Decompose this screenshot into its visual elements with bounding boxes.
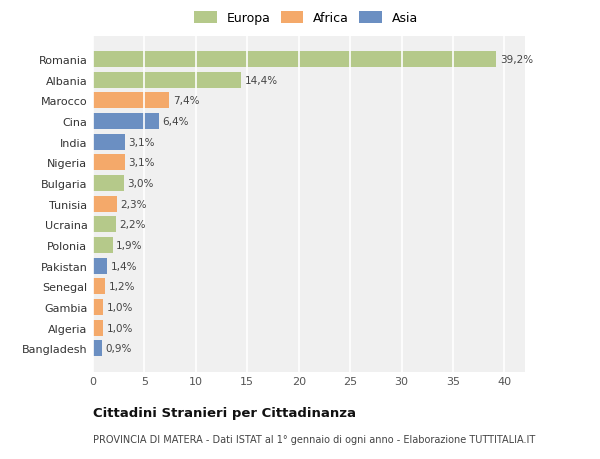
Bar bbox=[93, 279, 106, 295]
Text: 3,1%: 3,1% bbox=[128, 137, 155, 147]
Bar bbox=[93, 155, 125, 171]
Bar bbox=[93, 258, 107, 274]
Text: 1,4%: 1,4% bbox=[111, 261, 137, 271]
Text: 1,0%: 1,0% bbox=[107, 323, 133, 333]
Legend: Europa, Africa, Asia: Europa, Africa, Asia bbox=[191, 9, 421, 29]
Bar bbox=[93, 93, 169, 109]
Bar bbox=[93, 73, 241, 89]
Text: 7,4%: 7,4% bbox=[173, 96, 199, 106]
Bar bbox=[93, 52, 496, 68]
Bar bbox=[93, 176, 124, 192]
Text: 3,1%: 3,1% bbox=[128, 158, 155, 168]
Text: 3,0%: 3,0% bbox=[127, 179, 154, 189]
Text: 0,9%: 0,9% bbox=[106, 343, 132, 353]
Text: Cittadini Stranieri per Cittadinanza: Cittadini Stranieri per Cittadinanza bbox=[93, 406, 356, 419]
Text: 2,3%: 2,3% bbox=[120, 199, 147, 209]
Bar bbox=[93, 114, 159, 130]
Bar bbox=[93, 341, 102, 357]
Bar bbox=[93, 299, 103, 315]
Text: PROVINCIA DI MATERA - Dati ISTAT al 1° gennaio di ogni anno - Elaborazione TUTTI: PROVINCIA DI MATERA - Dati ISTAT al 1° g… bbox=[93, 434, 535, 444]
Text: 39,2%: 39,2% bbox=[500, 55, 533, 65]
Text: 1,9%: 1,9% bbox=[116, 241, 143, 251]
Text: 2,2%: 2,2% bbox=[119, 220, 146, 230]
Bar bbox=[93, 134, 125, 151]
Bar bbox=[93, 217, 116, 233]
Text: 14,4%: 14,4% bbox=[245, 76, 278, 85]
Text: 1,2%: 1,2% bbox=[109, 282, 136, 291]
Text: 1,0%: 1,0% bbox=[107, 302, 133, 312]
Bar bbox=[93, 196, 116, 213]
Bar bbox=[93, 320, 103, 336]
Text: 6,4%: 6,4% bbox=[163, 117, 189, 127]
Bar bbox=[93, 237, 113, 253]
